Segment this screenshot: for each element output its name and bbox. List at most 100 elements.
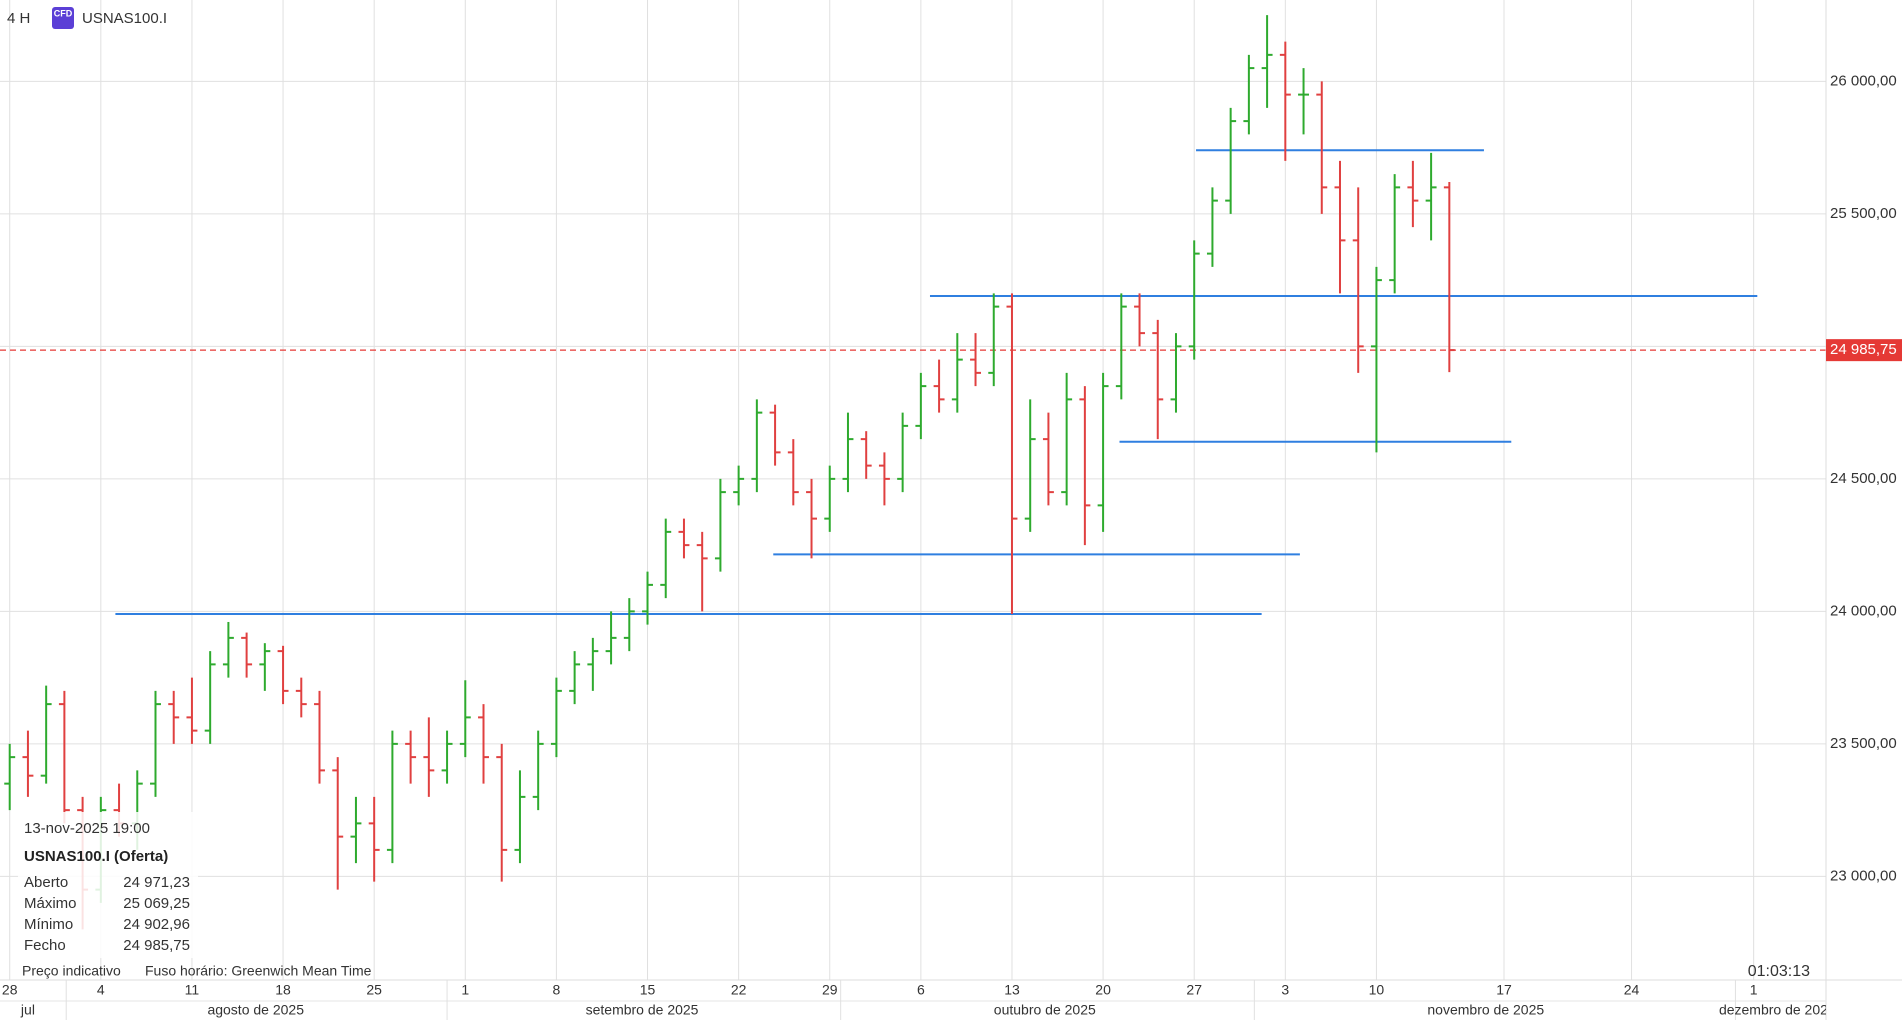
ohlc-bar: [1316, 81, 1328, 214]
y-tick-label: 26 000,00: [1830, 72, 1897, 89]
ohlc-bar: [204, 651, 216, 744]
info-panel: 13-nov-2025 19:00 USNAS100.I (Oferta) Ab…: [24, 820, 190, 954]
info-panel-bg: [18, 812, 198, 958]
ohlc-bar: [368, 796, 380, 882]
ohlc-bar: [1188, 240, 1200, 360]
ohlc-bar: [168, 690, 180, 744]
ohlc-bar: [642, 571, 653, 625]
ohlc-bar: [897, 412, 909, 493]
info-datetime: 13-nov-2025 19:00: [24, 820, 150, 837]
x-tick-label: 18: [275, 982, 291, 998]
ohlc-bar: [514, 770, 526, 864]
month-label: setembro de 2025: [586, 1002, 699, 1018]
x-tick-label: 13: [1004, 982, 1020, 998]
ohlc-bar: [423, 717, 435, 797]
info-label: Aberto: [24, 874, 68, 891]
ohlc-bar: [295, 677, 307, 718]
y-tick-label: 23 000,00: [1830, 867, 1897, 884]
cfd-icon: [52, 7, 74, 29]
x-tick-label: 24: [1624, 982, 1640, 998]
x-tick-label: 3: [1281, 982, 1289, 998]
ohlc-bar: [350, 796, 362, 864]
ohlc-bar: [386, 730, 398, 864]
ohlc-bar: [1261, 15, 1273, 108]
y-tick-label: 25 500,00: [1830, 205, 1897, 222]
ohlc-bar: [1006, 293, 1018, 615]
ohlc-bar: [405, 730, 417, 784]
x-tick-label: 15: [640, 982, 656, 998]
info-value: 24 985,75: [123, 937, 190, 954]
ohlc-bar: [58, 690, 70, 824]
x-tick-label: 20: [1095, 982, 1111, 998]
month-label: jul: [20, 1002, 35, 1018]
ohlc-bar: [1352, 187, 1364, 373]
ohlc-bar: [314, 690, 325, 784]
ohlc-bar: [1152, 319, 1164, 440]
x-tick-label: 17: [1496, 982, 1512, 998]
ohlc-bar: [1042, 412, 1054, 506]
ohlc-bar: [277, 645, 289, 705]
ohlc-bar: [751, 399, 763, 493]
ohlc-bar: [459, 680, 471, 758]
ohlc-bar: [478, 704, 489, 784]
x-tick-label: 1: [1750, 982, 1758, 998]
ohlc-bar: [1115, 293, 1127, 400]
symbol[interactable]: USNAS100.I: [82, 10, 167, 27]
ohlc-bar: [860, 431, 872, 479]
timeframe[interactable]: 4 H: [7, 10, 30, 27]
ohlc-bar: [1206, 187, 1218, 267]
x-tick-label: 8: [553, 982, 561, 998]
info-value: 24 902,96: [123, 916, 190, 933]
ohlc-bar: [241, 632, 253, 678]
ohlc-bar: [824, 465, 836, 532]
ohlc-bar: [4, 743, 16, 811]
cfd-badge: CFD: [54, 8, 73, 18]
info-instrument: USNAS100.I (Oferta): [24, 848, 168, 865]
ohlc-bar: [988, 293, 1000, 387]
ohlc-bar: [678, 518, 690, 559]
x-tick-label: 25: [366, 982, 382, 998]
ohlc-bar: [1298, 68, 1310, 135]
info-value: 24 971,23: [123, 874, 190, 891]
x-tick-label: 4: [97, 982, 105, 998]
ohlc-bar: [222, 621, 234, 678]
month-label: dezembro de 2025: [1719, 1002, 1836, 1018]
x-tick-label: 6: [917, 982, 925, 998]
info-label: Máximo: [24, 895, 77, 912]
ohlc-bar: [259, 643, 271, 691]
ohlc-bar: [22, 730, 34, 797]
ohlc-bar: [40, 685, 52, 784]
ohlc-bar: [1425, 152, 1437, 241]
timezone: Fuso horário: Greenwich Mean Time: [145, 963, 372, 979]
ohlc-bar: [842, 412, 854, 493]
info-label: Fecho: [24, 937, 66, 954]
ohlc-bar: [787, 439, 799, 506]
ohlc-bar: [332, 757, 344, 890]
x-tick-label: 11: [185, 982, 200, 998]
ohlc-bar: [550, 677, 562, 758]
ohlc-bar: [1134, 293, 1146, 347]
ohlc-bar: [623, 598, 635, 652]
ohlc-bar: [496, 743, 508, 882]
ohlc-bar: [1279, 41, 1291, 161]
ohlc-bar: [532, 730, 544, 811]
x-tick-label: 29: [822, 982, 838, 998]
ohlc-bar: [587, 637, 599, 691]
x-tick-label: 10: [1369, 982, 1385, 998]
ohlc-bar: [1389, 174, 1401, 294]
y-tick-label: 23 500,00: [1830, 735, 1897, 752]
price-note: Preço indicativo: [22, 963, 121, 979]
month-label: outubro de 2025: [994, 1002, 1096, 1018]
ohlc-bar: [769, 404, 781, 466]
ohlc-bar: [1097, 372, 1109, 532]
ohlc-bar: [1079, 386, 1091, 546]
ohlc-bar: [1061, 372, 1073, 506]
ohlc-bar: [1334, 160, 1346, 294]
ohlc-bar: [605, 611, 617, 665]
ohlc-bar: [696, 531, 708, 612]
y-tick-label: 24 500,00: [1830, 470, 1897, 487]
month-label: agosto de 2025: [207, 1002, 304, 1018]
x-tick-label: 22: [731, 982, 747, 998]
ohlc-bar: [569, 651, 581, 705]
